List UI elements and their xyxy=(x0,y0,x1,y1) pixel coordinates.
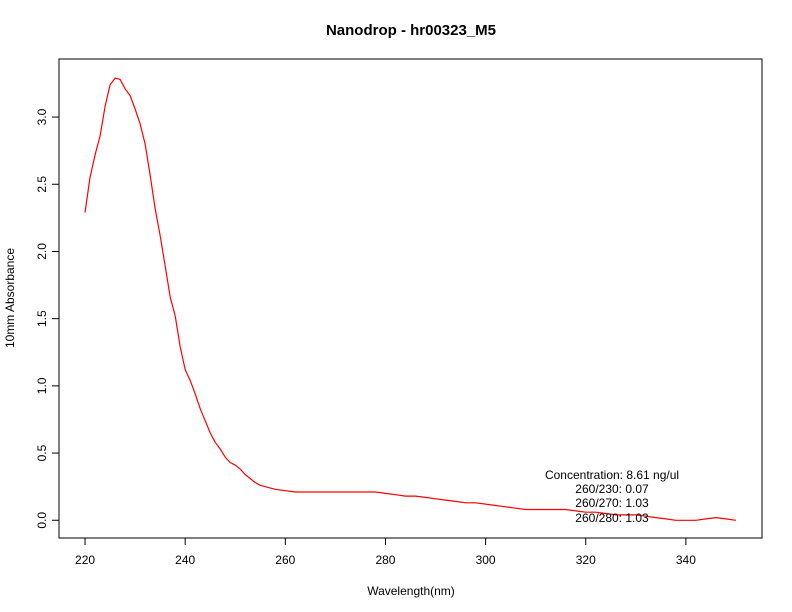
x-axis: 220 240 260 280 300 320 340 xyxy=(75,537,696,567)
annotation-concentration: Concentration: 8.61 ng/ul xyxy=(545,468,679,482)
y-tick-label: 2.0 xyxy=(35,243,49,260)
y-tick-label: 0.5 xyxy=(35,444,49,461)
x-tick-label: 260 xyxy=(275,553,295,567)
y-tick-label: 2.5 xyxy=(35,176,49,193)
x-tick-label: 220 xyxy=(75,553,95,567)
x-tick-label: 300 xyxy=(476,553,496,567)
x-tick-label: 340 xyxy=(676,553,696,567)
annotation-ratio-260-230: 260/230: 0.07 xyxy=(575,482,649,496)
chart-title: Nanodrop - hr00323_M5 xyxy=(326,22,496,39)
y-tick-label: 1.0 xyxy=(35,377,49,394)
annotation-ratio-260-270: 260/270: 1.03 xyxy=(575,496,649,510)
x-tick-label: 240 xyxy=(175,553,195,567)
annotation-ratio-260-280: 260/280: 1.03 xyxy=(575,511,649,525)
y-tick-label: 1.5 xyxy=(35,310,49,327)
y-axis: 0.0 0.5 1.0 1.5 2.0 2.5 3.0 xyxy=(35,108,60,529)
plot-frame xyxy=(58,58,763,539)
x-tick-label: 320 xyxy=(576,553,596,567)
y-tick-label: 3.0 xyxy=(35,108,49,125)
series-layer xyxy=(84,77,737,521)
x-axis-label: Wavelength(nm) xyxy=(367,584,455,598)
x-tick-label: 280 xyxy=(375,553,395,567)
series-line-absorbance xyxy=(84,77,737,521)
annotation-block: Concentration: 8.61 ng/ul 260/230: 0.07 … xyxy=(545,468,679,525)
y-tick-label: 0.0 xyxy=(35,512,49,529)
y-axis-label: 10mm Absorbance xyxy=(3,248,17,348)
